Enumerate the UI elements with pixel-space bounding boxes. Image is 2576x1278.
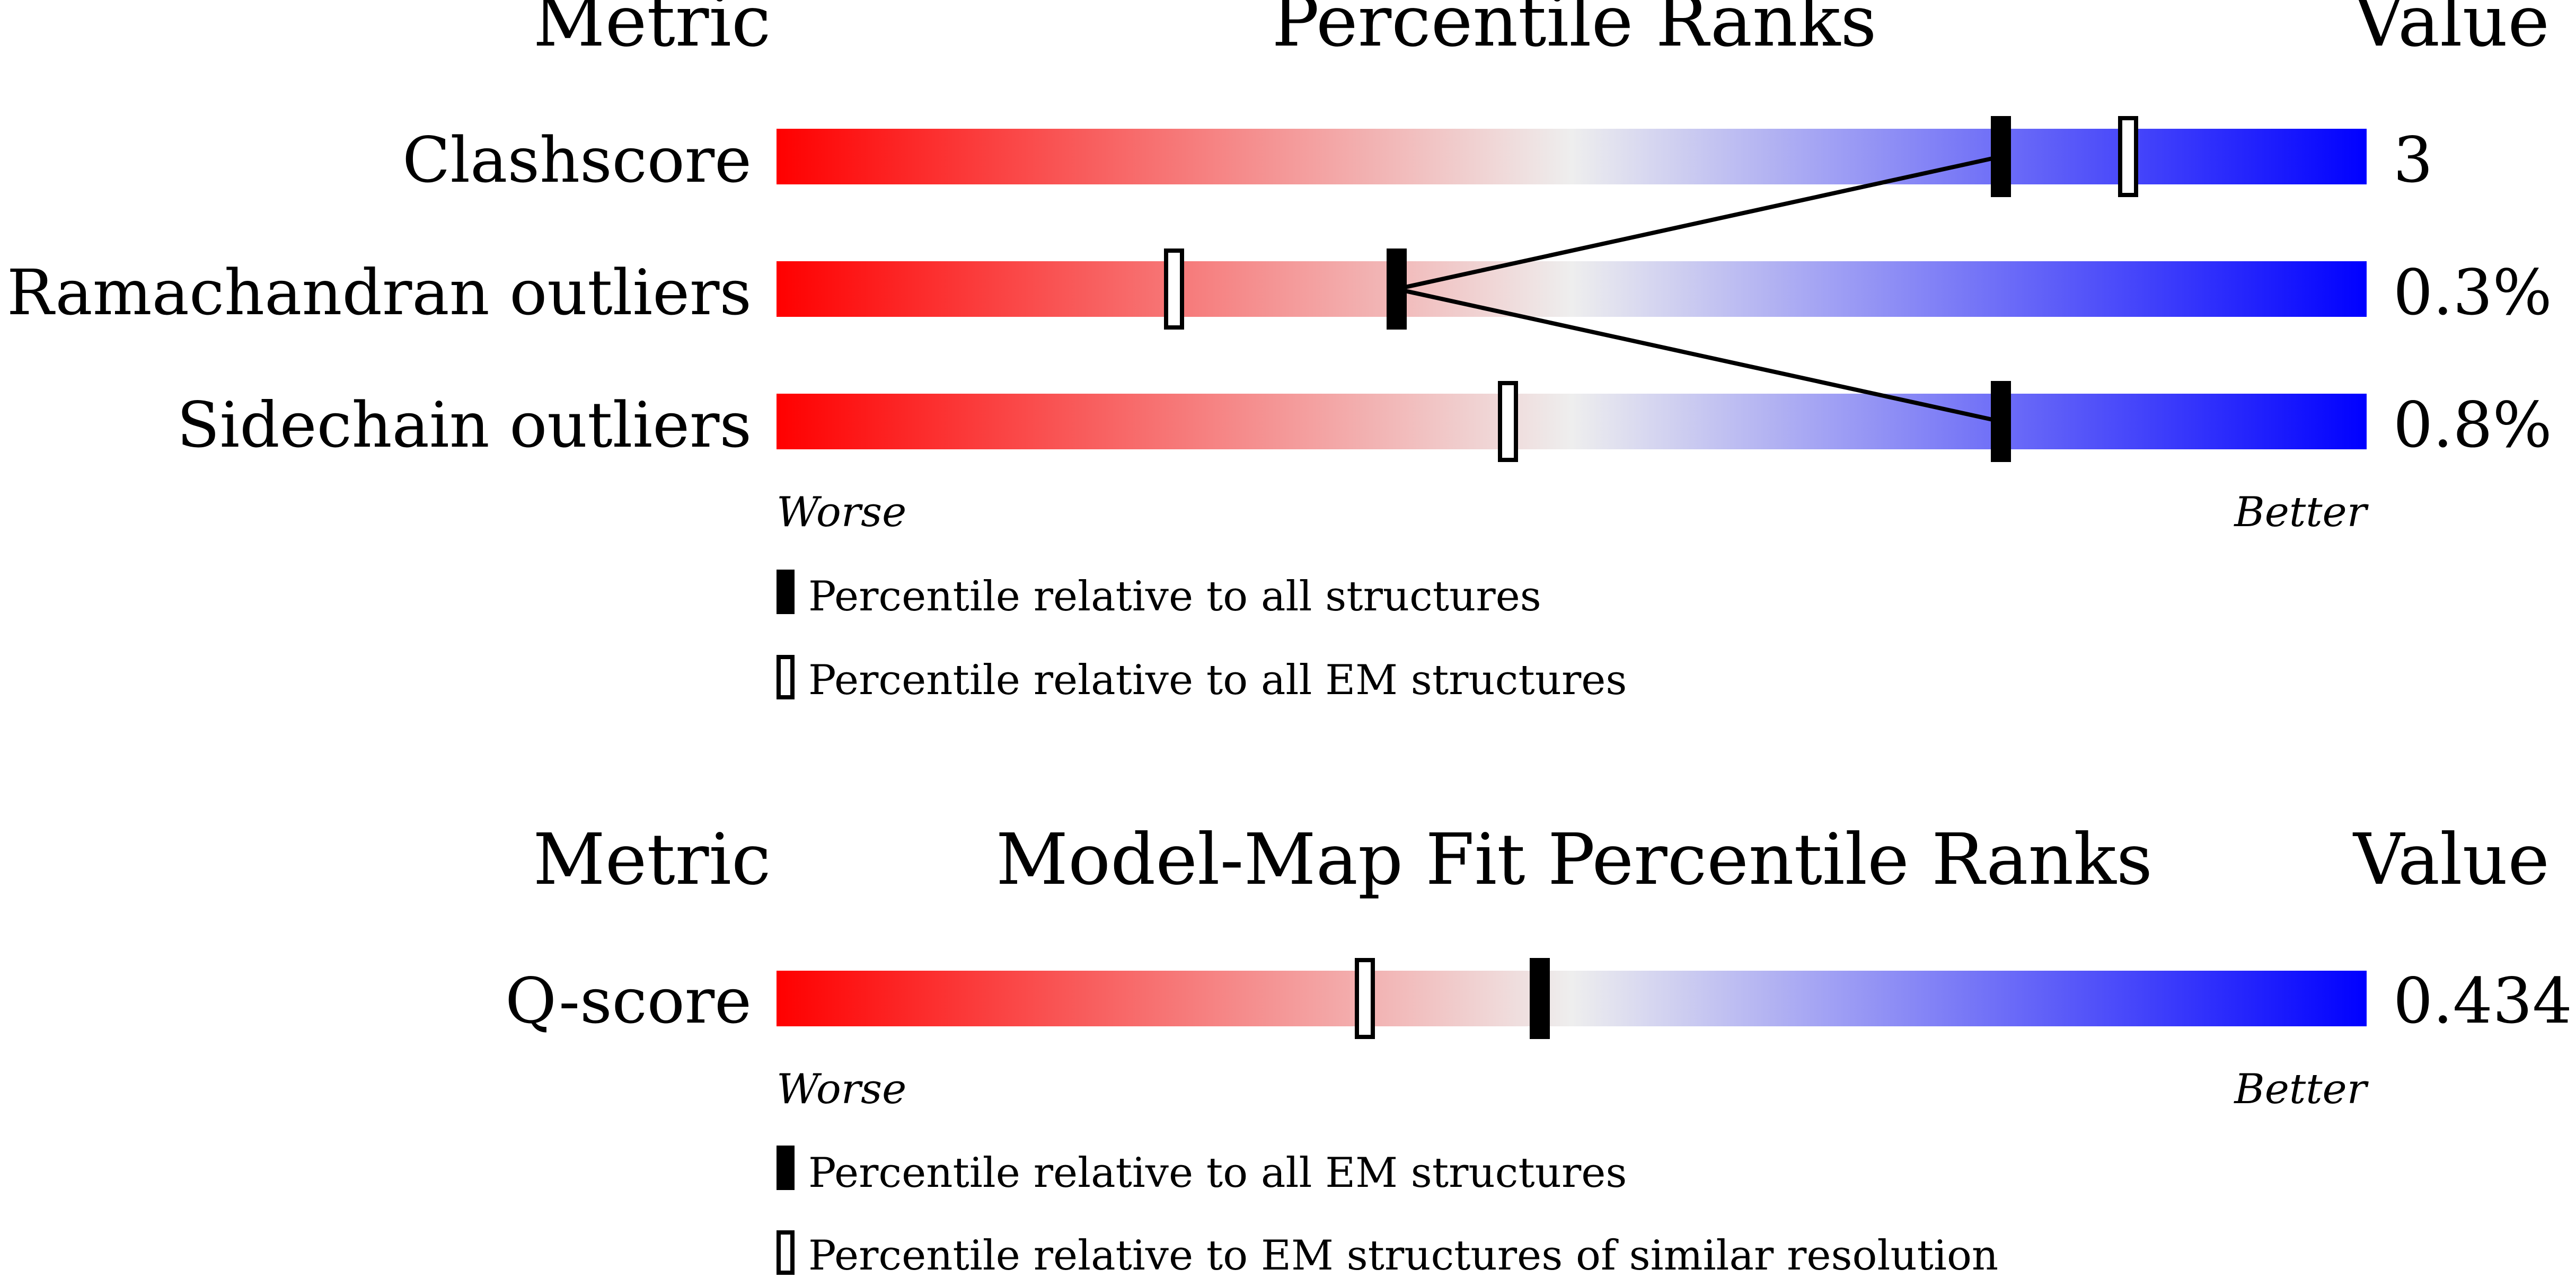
axis-worse-label: Worse: [777, 1066, 906, 1113]
panel-title: Model-Map Fit Percentile Ranks: [996, 819, 2152, 901]
metric-label-qscore: Q-score: [505, 964, 752, 1037]
marker-filled-sidechain-outliers: [1991, 381, 2011, 462]
value-header: Value: [2352, 0, 2549, 63]
rank-bar-ramachandran: [777, 261, 2367, 317]
marker-open-ramachandran-outliers: [1164, 248, 1184, 330]
rank-bar-sidechain: [777, 394, 2367, 449]
axis-worse-label: Worse: [777, 489, 906, 536]
axis-better-label: Better: [2233, 1066, 2369, 1113]
legend-filled-marker: [777, 1146, 795, 1190]
metric-value-sidechain: 0.8%: [2393, 388, 2552, 462]
panel-title: Percentile Ranks: [1272, 0, 1876, 63]
validation-panel: Metric Percentile Ranks Value Clashscore…: [7, 0, 2552, 704]
metric-header: Metric: [533, 0, 771, 63]
metric-label-clashscore: Clashscore: [402, 123, 752, 197]
percentile-markers: [1355, 958, 1550, 1039]
metric-header: Metric: [533, 819, 771, 901]
legend-open-marker: [777, 1230, 795, 1275]
legend-label-all-em: Percentile relative to all EM structures: [808, 1149, 1627, 1197]
axis-better-label: Better: [2233, 489, 2369, 536]
marker-filled-clashscore: [1991, 116, 2011, 197]
marker-filled-q-score: [1530, 958, 1550, 1039]
legend-filled-marker: [777, 570, 795, 614]
legend-label-similar-res: Percentile relative to EM structures of …: [808, 1232, 1998, 1278]
metric-value-ramachandran: 0.3%: [2393, 256, 2552, 329]
legend: Percentile relative to all structures Pe…: [777, 570, 1627, 704]
percentile-markers: [1164, 116, 2138, 462]
model-map-fit-panel: Metric Model-Map Fit Percentile Ranks Va…: [505, 819, 2572, 1278]
rank-bar-qscore: [777, 971, 2367, 1026]
metric-label-ramachandran: Ramachandran outliers: [7, 256, 752, 329]
marker-filled-ramachandran-outliers: [1387, 248, 1407, 330]
legend-label-all: Percentile relative to all structures: [808, 573, 1541, 620]
marker-open-clashscore: [2118, 116, 2138, 197]
legend-label-em: Percentile relative to all EM structures: [808, 656, 1627, 704]
value-header: Value: [2352, 819, 2549, 901]
metric-value-qscore: 0.434: [2393, 964, 2572, 1037]
rank-bar-clashscore: [777, 129, 2367, 184]
marker-open-sidechain-outliers: [1498, 381, 1518, 462]
marker-open-q-score: [1355, 958, 1375, 1039]
legend: Percentile relative to all EM structures…: [777, 1146, 1998, 1278]
metric-value-clashscore: 3: [2393, 123, 2433, 197]
metric-label-sidechain: Sidechain outliers: [177, 388, 752, 462]
legend-open-marker: [777, 655, 795, 699]
